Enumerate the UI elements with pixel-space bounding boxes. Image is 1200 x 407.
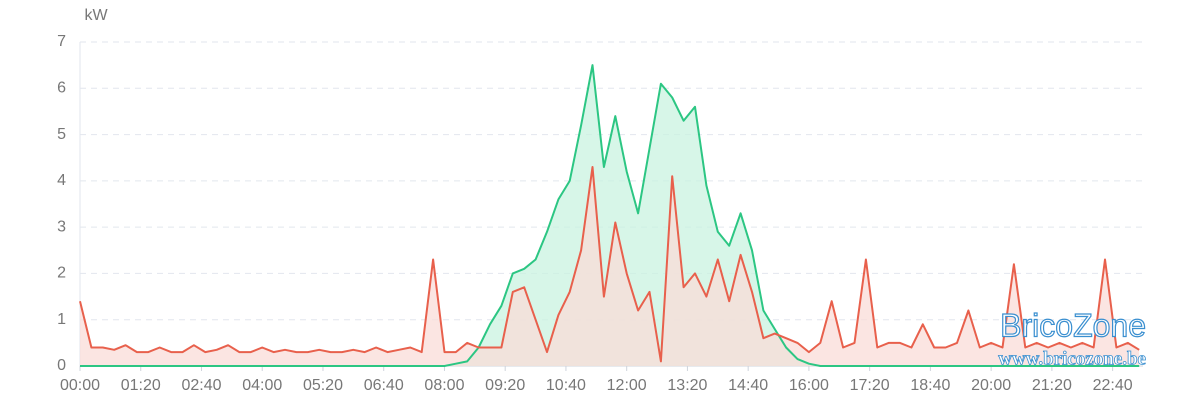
series-line [79, 166, 1140, 363]
watermark-url: www.bricozone.be [998, 348, 1146, 369]
y-tick-label: 1 [57, 311, 66, 328]
watermark-title: BricoZone [1000, 307, 1146, 343]
y-tick-label: 6 [57, 80, 66, 97]
y-tick-label: 7 [57, 33, 66, 50]
x-tick-label: 01:20 [121, 377, 161, 394]
y-tick-label: 4 [57, 172, 66, 189]
x-tick-label: 06:40 [364, 377, 404, 394]
y-axis-label: kW [84, 7, 108, 24]
x-tick-label: 13:20 [667, 377, 707, 394]
x-tick-label: 00:00 [60, 377, 100, 394]
y-tick-label: 0 [57, 357, 66, 374]
x-tick-label: 04:00 [242, 377, 282, 394]
y-tick-label: 2 [57, 265, 66, 282]
area-fill [80, 167, 1140, 366]
x-tick-label: 05:20 [303, 377, 343, 394]
y-tick-label: 5 [57, 126, 66, 143]
x-tick-label: 16:00 [789, 377, 829, 394]
x-tick-label: 17:20 [850, 377, 890, 394]
x-tick-label: 20:00 [971, 377, 1011, 394]
x-tick-label: 18:40 [910, 377, 950, 394]
x-tick-label: 02:40 [181, 377, 221, 394]
x-tick-label: 08:00 [424, 377, 464, 394]
area-fill [80, 65, 1140, 366]
x-tick-label: 14:40 [728, 377, 768, 394]
y-tick-label: 3 [57, 218, 66, 235]
series-line [80, 64, 1140, 367]
x-tick-label: 12:00 [607, 377, 647, 394]
x-tick-label: 10:40 [546, 377, 586, 394]
x-tick-label: 22:40 [1093, 377, 1133, 394]
x-tick-label: 09:20 [485, 377, 525, 394]
x-tick-label: 21:20 [1032, 377, 1072, 394]
